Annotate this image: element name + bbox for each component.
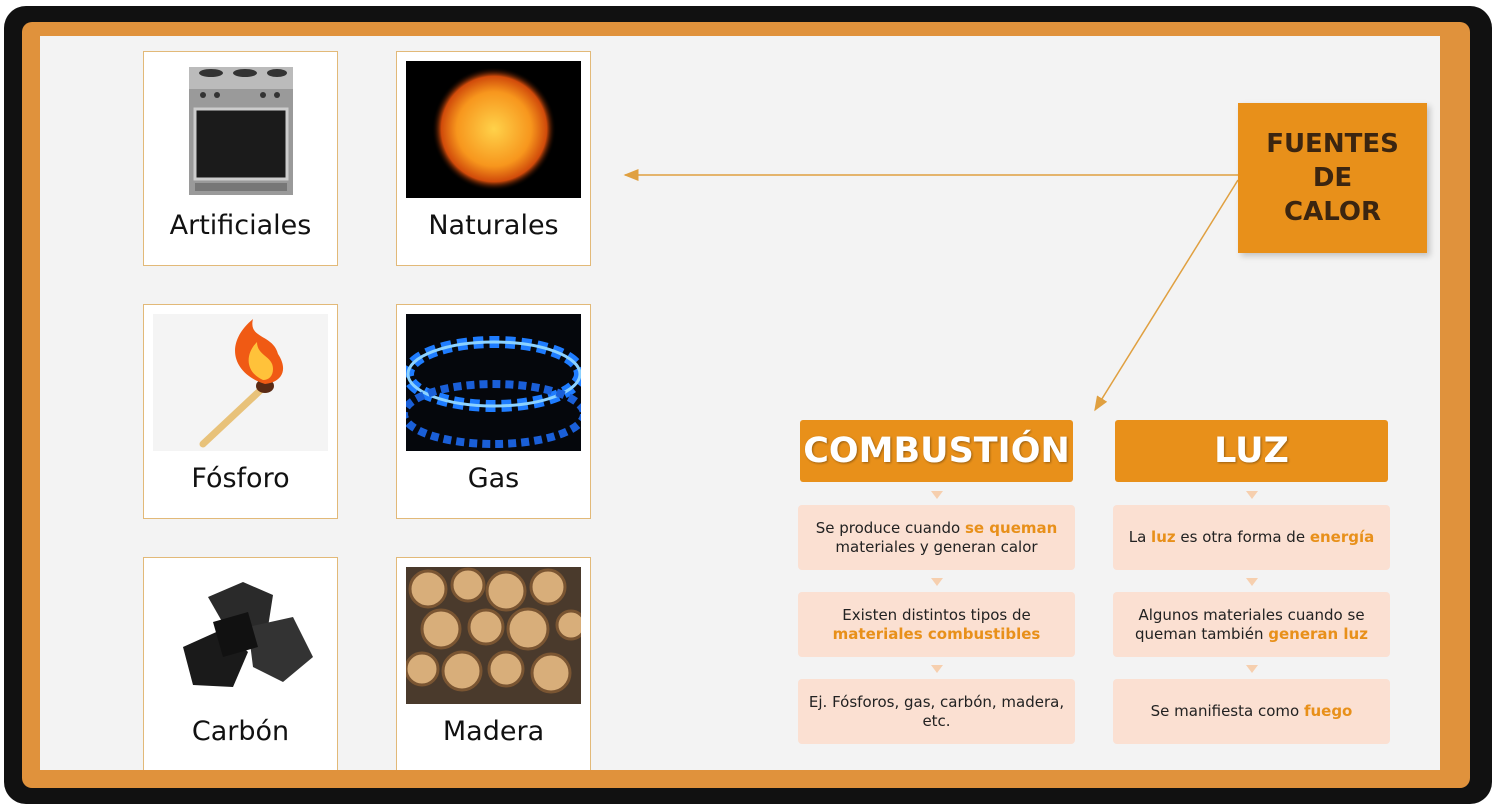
text: Algunos materiales cuando se queman tamb…	[1135, 605, 1365, 643]
text: Existen distintos tipos de	[842, 605, 1031, 624]
text: Se manifiesta como	[1150, 702, 1304, 720]
card: Carbón	[143, 557, 338, 770]
gas-image	[406, 314, 581, 451]
match-image	[153, 314, 328, 451]
card: Artificiales	[143, 51, 338, 266]
text: es otra forma de	[1175, 528, 1310, 546]
info-text: Se manifiesta como fuego	[1151, 702, 1353, 721]
info-text: La luz es otra forma de energía	[1129, 528, 1375, 547]
highlight-text: luz	[1151, 528, 1176, 546]
chevron	[1246, 578, 1258, 586]
info-box: Algunos materiales cuando se queman tamb…	[1113, 592, 1390, 657]
card-label: Gas	[467, 463, 520, 494]
card: Gas	[396, 304, 591, 519]
card: Madera	[396, 557, 591, 770]
chevron	[1246, 491, 1258, 499]
card-label: Madera	[442, 716, 545, 747]
highlight-text: materiales combustibles	[832, 624, 1041, 643]
highlight-text: se queman	[964, 518, 1058, 537]
column-heading: COMBUSTIÓN	[800, 420, 1073, 482]
arrow	[1094, 179, 1239, 412]
highlight-text: energía	[1309, 528, 1375, 546]
connectors	[623, 169, 1239, 412]
text: Ej. Fósforos, gas, carbón, madera, etc.	[808, 692, 1065, 730]
coal-image	[153, 567, 328, 704]
chevron	[931, 665, 943, 673]
info-box: La luz es otra forma de energía	[1113, 505, 1390, 570]
text: materiales y generan calor	[835, 537, 1038, 556]
chevron	[931, 491, 943, 499]
chevron	[931, 578, 943, 586]
stove-image	[153, 61, 328, 198]
card: Fósforo	[143, 304, 338, 519]
info-text: Algunos materiales cuando se queman tamb…	[1119, 606, 1384, 644]
text: La	[1128, 528, 1152, 546]
card-label: Naturales	[428, 210, 559, 241]
card-label: Carbón	[191, 716, 290, 747]
wood-image	[406, 567, 581, 704]
highlight-text: generan luz	[1268, 624, 1368, 643]
info-text: Ej. Fósforos, gas, carbón, madera, etc.	[804, 693, 1069, 731]
card-label: Artificiales	[169, 210, 312, 241]
info-box: Existen distintos tipos de materiales co…	[798, 592, 1075, 657]
sun-image	[406, 61, 581, 198]
title-box: FUENTES DE CALOR	[1238, 103, 1427, 253]
slide: Artificiales Naturales Fósforo Gas	[40, 36, 1440, 770]
info-box: Se manifiesta como fuego	[1113, 679, 1390, 744]
highlight-text: fuego	[1303, 702, 1353, 720]
card: Naturales	[396, 51, 591, 266]
info-text: Existen distintos tipos de materiales co…	[804, 606, 1069, 644]
info-text: Se produce cuando se queman materiales y…	[804, 519, 1069, 557]
chevron	[1246, 665, 1258, 673]
info-box: Se produce cuando se queman materiales y…	[798, 505, 1075, 570]
info-box: Ej. Fósforos, gas, carbón, madera, etc.	[798, 679, 1075, 744]
text: Se produce cuando	[815, 518, 965, 537]
card-label: Fósforo	[191, 463, 290, 494]
column-heading: LUZ	[1115, 420, 1388, 482]
